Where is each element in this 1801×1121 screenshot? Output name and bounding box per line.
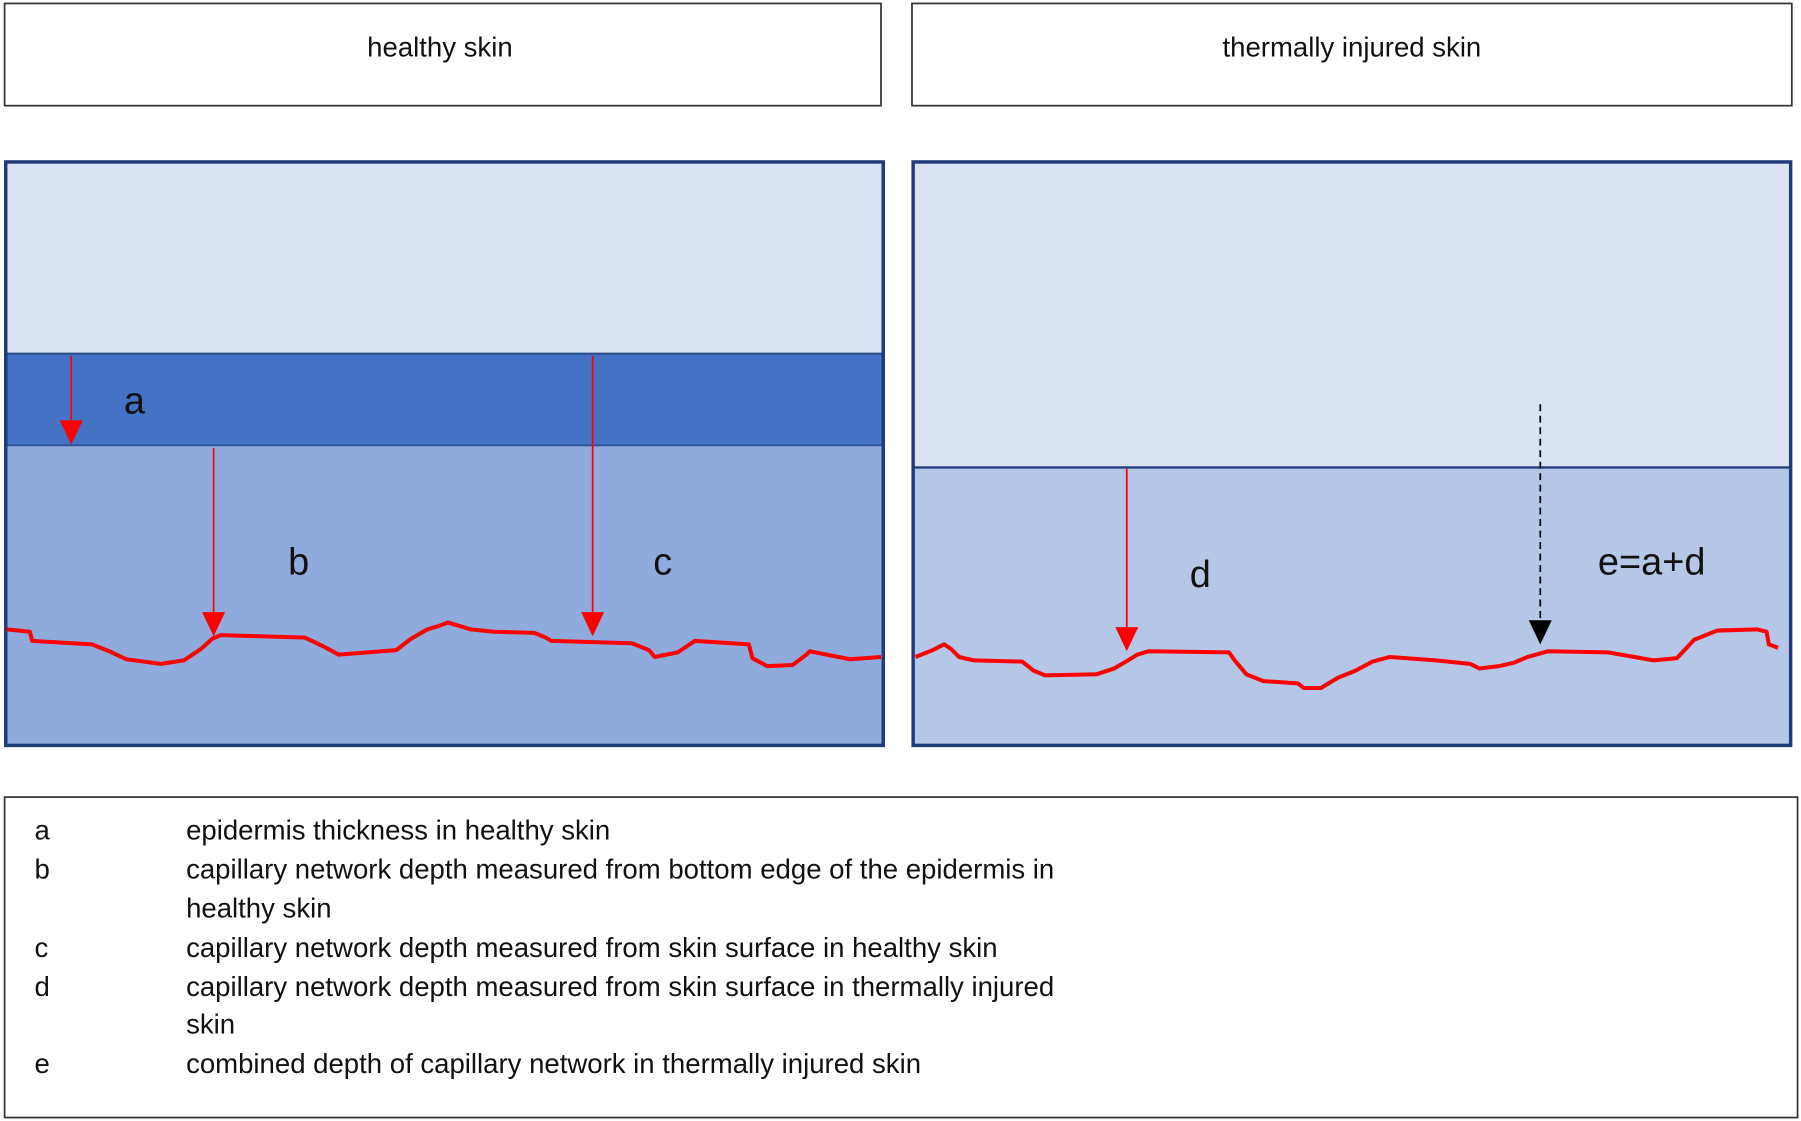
arrow-b — [202, 447, 226, 637]
capillary-network-line — [914, 627, 1779, 691]
surface-layer — [913, 161, 1791, 468]
arrow-d — [1115, 468, 1139, 652]
legend-key: a — [34, 815, 50, 846]
legend-key: c — [34, 932, 48, 963]
arrow-c — [581, 356, 605, 637]
legend-key: d — [34, 971, 49, 1002]
legend-text: capillary network depth measured from sk… — [186, 971, 1054, 1002]
injured-skin-panel: d e=a+d — [911, 160, 1793, 748]
label-b: b — [288, 541, 309, 583]
label-e: e=a+d — [1598, 541, 1705, 583]
arrow-a — [59, 356, 83, 445]
capillary-network-line — [6, 620, 882, 669]
arrow-e-dashed — [1528, 404, 1552, 645]
epidermis-layer — [4, 352, 885, 447]
legend-key: e — [34, 1048, 49, 1079]
legend-text: skin — [186, 1009, 235, 1040]
legend-text: capillary network depth measured from bo… — [186, 854, 1054, 885]
legend-text: combined depth of capillary network in t… — [186, 1048, 921, 1079]
label-a: a — [124, 380, 146, 422]
label-c: c — [653, 541, 672, 583]
header-injured-skin: thermally injured skin — [911, 2, 1793, 107]
legend-text: epidermis thickness in healthy skin — [186, 815, 610, 846]
legend-key: b — [34, 854, 49, 885]
legend-text: healthy skin — [186, 893, 331, 924]
healthy-skin-panel: a b c — [4, 160, 885, 748]
dermis-layer — [5, 445, 884, 746]
header-healthy-label: healthy skin — [367, 31, 512, 62]
label-d: d — [1190, 554, 1211, 596]
header-injured-label: thermally injured skin — [1223, 31, 1482, 62]
dermis-layer — [911, 466, 1792, 747]
surface-layer — [5, 161, 884, 354]
legend-text: capillary network depth measured from sk… — [186, 932, 997, 963]
legend: a epidermis thickness in healthy skin b … — [3, 796, 1799, 1119]
header-healthy-skin: healthy skin — [3, 2, 882, 107]
